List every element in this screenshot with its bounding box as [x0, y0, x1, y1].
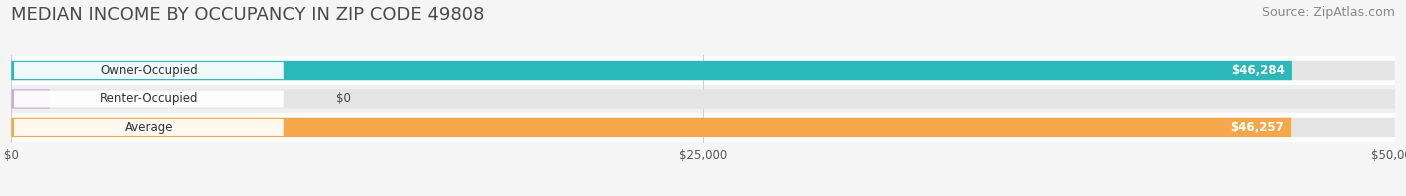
FancyBboxPatch shape: [14, 91, 284, 107]
Text: Renter-Occupied: Renter-Occupied: [100, 93, 198, 105]
FancyBboxPatch shape: [11, 113, 1395, 142]
Text: $0: $0: [336, 93, 352, 105]
FancyBboxPatch shape: [11, 61, 1292, 80]
FancyBboxPatch shape: [11, 89, 1395, 109]
FancyBboxPatch shape: [11, 89, 51, 109]
FancyBboxPatch shape: [11, 56, 1395, 85]
Text: Average: Average: [125, 121, 173, 134]
Text: Source: ZipAtlas.com: Source: ZipAtlas.com: [1261, 6, 1395, 19]
FancyBboxPatch shape: [14, 119, 284, 136]
FancyBboxPatch shape: [11, 118, 1395, 137]
Text: Owner-Occupied: Owner-Occupied: [100, 64, 198, 77]
FancyBboxPatch shape: [11, 118, 1291, 137]
Text: $46,257: $46,257: [1230, 121, 1284, 134]
FancyBboxPatch shape: [14, 62, 284, 79]
Text: $46,284: $46,284: [1232, 64, 1285, 77]
FancyBboxPatch shape: [11, 85, 1395, 113]
FancyBboxPatch shape: [11, 61, 1395, 80]
Text: MEDIAN INCOME BY OCCUPANCY IN ZIP CODE 49808: MEDIAN INCOME BY OCCUPANCY IN ZIP CODE 4…: [11, 6, 485, 24]
